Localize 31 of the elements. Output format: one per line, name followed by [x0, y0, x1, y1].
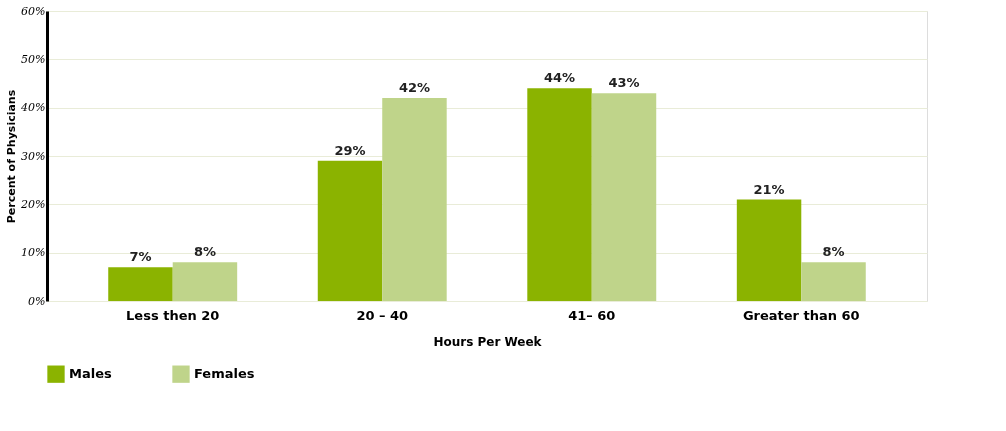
y-tick-label: 60%	[21, 4, 46, 18]
text: 29%	[334, 142, 366, 158]
y-tick-label: 50%	[21, 52, 46, 66]
text: 8%	[193, 244, 216, 260]
bar	[801, 262, 866, 301]
bar	[591, 93, 657, 301]
text: 44%	[543, 70, 576, 86]
bar	[108, 267, 173, 301]
y-axis-title: Percent of Physicians	[5, 89, 19, 224]
x-tick-label: Greater than 60	[742, 307, 860, 323]
bar	[736, 199, 802, 301]
x-axis-title: Hours Per Week	[433, 334, 543, 349]
text: 21%	[753, 181, 785, 197]
text: 8%	[822, 244, 845, 260]
text: 42%	[398, 80, 431, 95]
x-tick-label: 41– 60	[568, 307, 616, 323]
text: 43%	[608, 75, 640, 91]
y-tick-label: 40%	[20, 101, 46, 115]
y-tick-label: 30%	[21, 149, 46, 163]
bar	[172, 262, 238, 301]
y-tick-label: 10%	[21, 246, 46, 260]
legend-label: Females	[194, 366, 255, 382]
text: 7%	[129, 249, 152, 265]
bar	[382, 98, 447, 301]
legend-label: Males	[69, 366, 112, 382]
bar	[317, 160, 383, 301]
y-tick-label: 20%	[20, 197, 46, 211]
x-tick-label: Less then 20	[126, 307, 220, 323]
y-tick-label: 0%	[28, 294, 46, 308]
bar	[527, 88, 592, 301]
x-tick-label: 20 – 40	[356, 307, 409, 323]
